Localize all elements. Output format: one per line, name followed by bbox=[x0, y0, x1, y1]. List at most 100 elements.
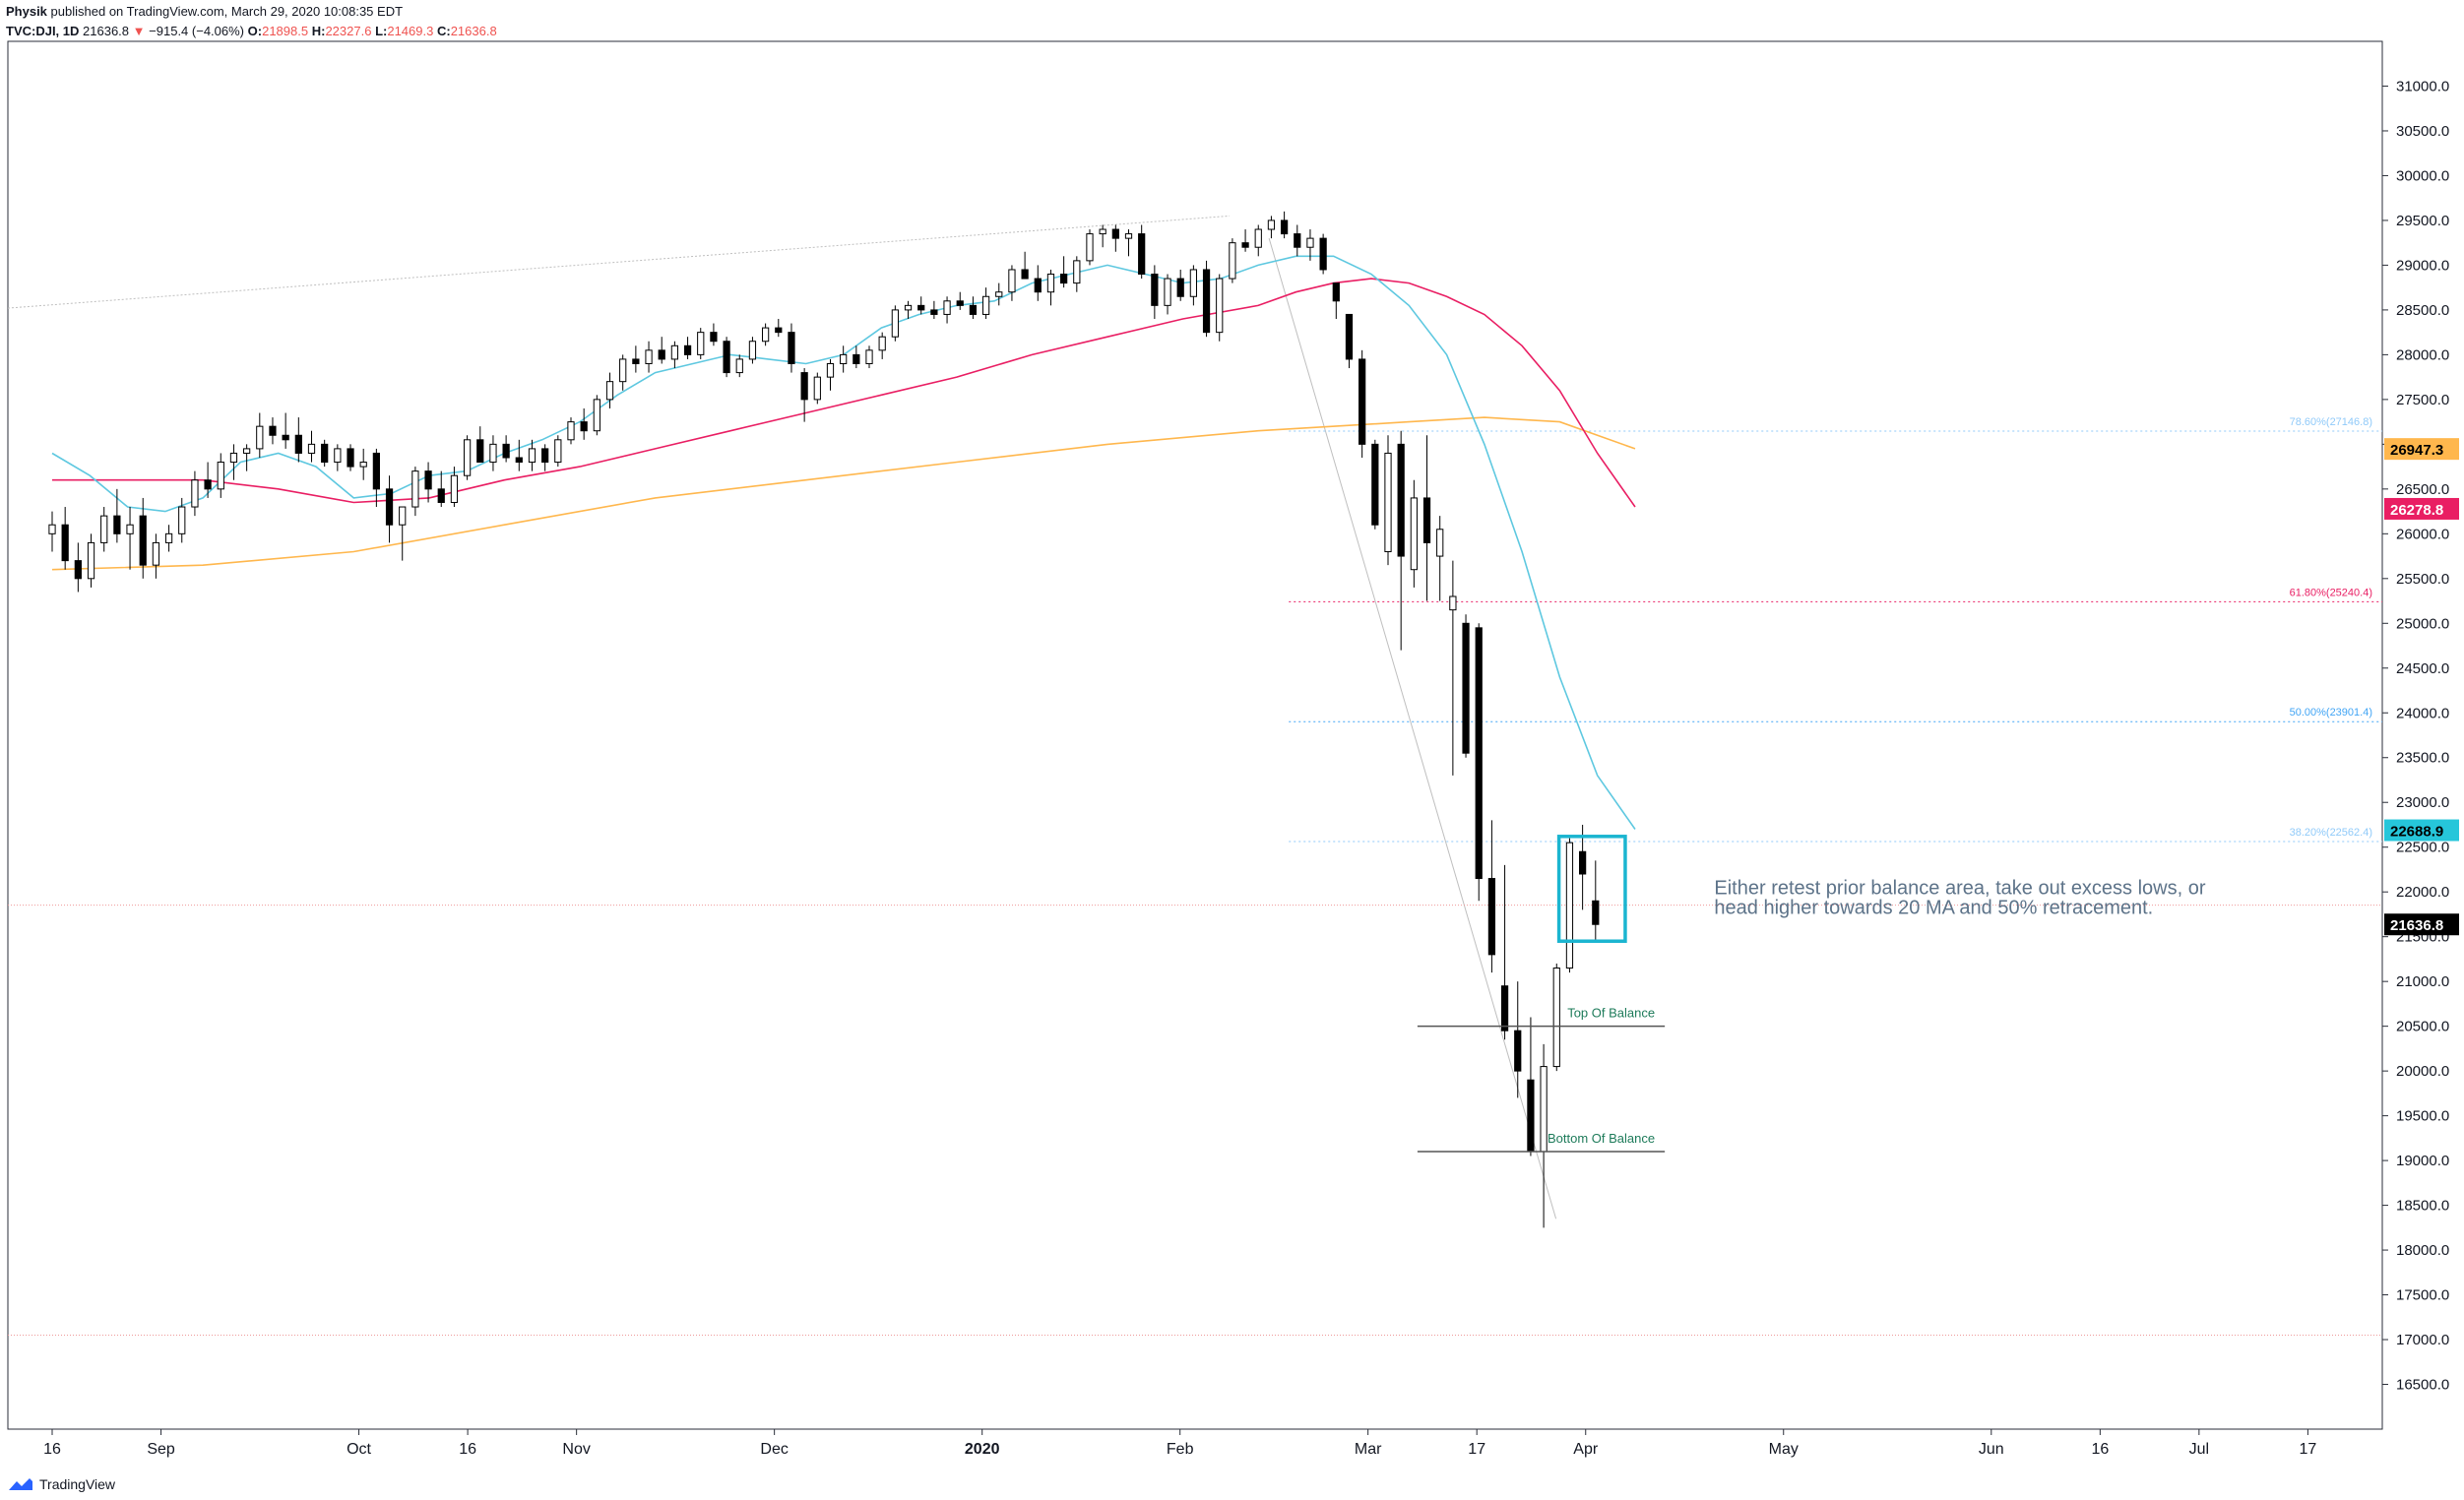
candle-body bbox=[1487, 878, 1496, 956]
candle-body bbox=[1034, 278, 1042, 293]
candle bbox=[1345, 313, 1354, 369]
candle-body bbox=[1371, 443, 1379, 526]
candle-body bbox=[981, 295, 990, 315]
candle bbox=[891, 305, 899, 342]
candle-body bbox=[100, 515, 108, 543]
candle bbox=[632, 345, 640, 373]
candle-body bbox=[1306, 237, 1314, 248]
price-tick-label: 30000.0 bbox=[2396, 167, 2449, 184]
time-tick-label: May bbox=[1769, 1441, 1799, 1458]
candle bbox=[87, 533, 95, 588]
candle bbox=[1202, 260, 1211, 338]
candle bbox=[1216, 274, 1224, 342]
candle-body bbox=[217, 462, 224, 490]
price-tag-label: 21636.8 bbox=[2390, 917, 2443, 934]
candle bbox=[502, 435, 510, 463]
candle bbox=[605, 372, 614, 408]
candle bbox=[217, 453, 224, 498]
candle-body bbox=[956, 300, 964, 306]
candle-body bbox=[1540, 1066, 1548, 1153]
candle-body bbox=[489, 443, 497, 464]
candle-body bbox=[775, 327, 783, 334]
candle bbox=[1229, 238, 1236, 283]
candle-body bbox=[243, 448, 251, 454]
candle-body bbox=[307, 443, 316, 454]
candle-body bbox=[1267, 219, 1276, 230]
candle-body bbox=[1280, 219, 1289, 235]
price-tick-label: 26000.0 bbox=[2396, 526, 2449, 542]
candle-body bbox=[917, 304, 925, 311]
time-tick-label: Apr bbox=[1573, 1441, 1599, 1458]
candle bbox=[61, 507, 69, 570]
trendline-decline bbox=[1268, 237, 1557, 1219]
candle-body bbox=[878, 336, 886, 351]
candle-body bbox=[1436, 529, 1444, 557]
candle-body bbox=[567, 421, 575, 441]
candle bbox=[840, 345, 848, 373]
candle-body bbox=[463, 439, 472, 476]
brand-label: TradingView bbox=[39, 1476, 116, 1492]
candle-body bbox=[450, 474, 459, 503]
time-tick-label: 16 bbox=[2091, 1441, 2109, 1458]
price-tick-label: 25000.0 bbox=[2396, 615, 2449, 632]
price-tick-label: 17500.0 bbox=[2396, 1287, 2449, 1304]
candle-body bbox=[697, 332, 705, 355]
published-info: published on TradingView.com, March 29, … bbox=[50, 4, 404, 19]
candle-body bbox=[476, 439, 484, 464]
candle bbox=[878, 332, 886, 359]
candle-body bbox=[605, 381, 614, 401]
candle-body bbox=[840, 353, 848, 364]
candle-body bbox=[1008, 269, 1016, 293]
candle bbox=[541, 444, 549, 471]
tradingview-brand[interactable]: TradingView bbox=[8, 1476, 115, 1492]
candle-body bbox=[1021, 269, 1029, 280]
candle bbox=[294, 417, 302, 463]
candle bbox=[243, 444, 251, 471]
candle bbox=[761, 323, 770, 346]
candle bbox=[1021, 251, 1029, 280]
candle-body bbox=[1552, 968, 1560, 1068]
time-tick-label: Jun bbox=[1979, 1441, 2004, 1458]
candle-body bbox=[1384, 452, 1392, 553]
candle bbox=[1449, 560, 1457, 776]
candle bbox=[321, 439, 329, 468]
author-name[interactable]: Physik bbox=[6, 4, 47, 19]
price-tick-label: 28500.0 bbox=[2396, 302, 2449, 319]
candle-body bbox=[1592, 900, 1600, 925]
candle bbox=[748, 337, 757, 364]
candle-body bbox=[1202, 269, 1211, 334]
candle bbox=[1384, 435, 1392, 566]
candle bbox=[411, 467, 419, 517]
candle-body bbox=[502, 443, 510, 459]
low-value: 21469.3 bbox=[387, 24, 434, 38]
price-tag bbox=[2384, 497, 2459, 520]
candle-body bbox=[164, 532, 173, 543]
high-label: H: bbox=[311, 24, 326, 38]
candle-body bbox=[723, 341, 730, 374]
candle-body bbox=[424, 470, 432, 490]
candle-body bbox=[87, 541, 95, 580]
candle-body bbox=[1345, 313, 1354, 360]
candle bbox=[1034, 265, 1042, 301]
candle bbox=[969, 296, 978, 319]
candle bbox=[930, 300, 938, 319]
candle-body bbox=[1449, 595, 1457, 611]
symbol-label[interactable]: TVC:DJI, 1D bbox=[6, 24, 80, 38]
candle bbox=[515, 439, 523, 471]
candle-body bbox=[904, 304, 913, 311]
candle bbox=[956, 291, 964, 310]
candle bbox=[113, 488, 121, 543]
candle bbox=[775, 319, 783, 338]
candle bbox=[567, 417, 575, 445]
candle-body bbox=[74, 560, 82, 580]
price-tick-label: 23000.0 bbox=[2396, 794, 2449, 811]
candle bbox=[645, 341, 653, 373]
candle-body bbox=[1579, 850, 1587, 875]
candle bbox=[619, 354, 627, 391]
candle bbox=[359, 448, 367, 480]
price-tick-label: 19000.0 bbox=[2396, 1153, 2449, 1169]
price-tick-label: 25500.0 bbox=[2396, 571, 2449, 588]
candle-body bbox=[735, 358, 743, 374]
candle bbox=[1008, 265, 1016, 301]
